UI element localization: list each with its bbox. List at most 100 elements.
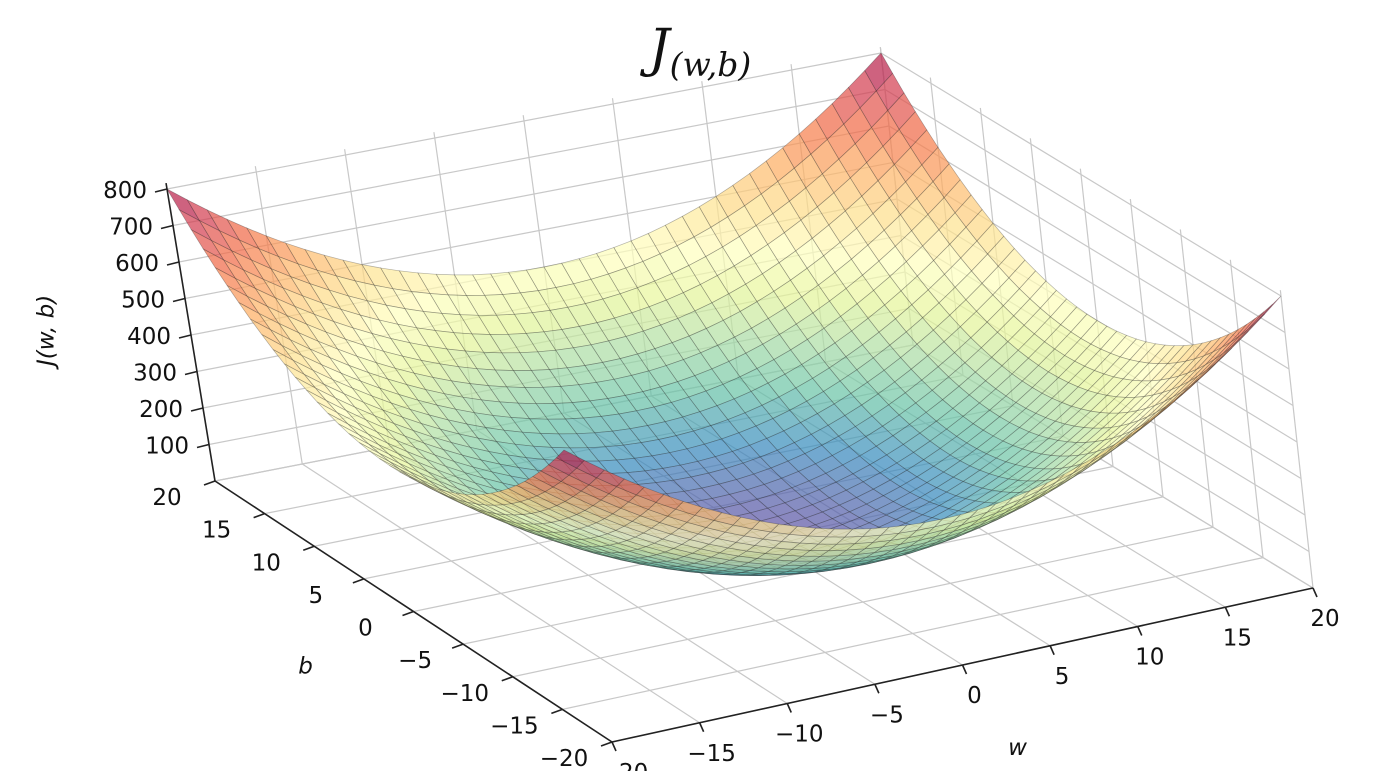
surface-patch: [912, 501, 941, 516]
surface-patch: [821, 435, 850, 456]
surface-patch: [1021, 482, 1048, 499]
surface-patch: [549, 306, 580, 330]
surface-patch: [1011, 357, 1040, 382]
w-tick-label: 5: [1055, 664, 1070, 690]
surface-patch: [851, 317, 880, 346]
surface-patch: [1018, 479, 1047, 493]
surface-patch: [647, 224, 678, 255]
surface-patch: [635, 486, 665, 503]
surface-patch: [770, 460, 800, 479]
surface-patch: [542, 386, 573, 404]
surface-patch: [367, 433, 399, 454]
b-tick-label: 15: [202, 518, 231, 544]
surface-patch: [1070, 313, 1098, 339]
surface-patch: [215, 267, 248, 297]
surface-patch: [933, 243, 962, 275]
surface-patch: [1017, 333, 1046, 359]
z-tick: [160, 224, 174, 230]
surface-patch: [1134, 379, 1162, 398]
surface-patch: [1047, 476, 1074, 493]
surface-patch: [437, 488, 468, 503]
surface-patch: [640, 439, 671, 457]
z-tick-label: 400: [127, 324, 171, 350]
w-tick-label: −5: [870, 702, 904, 728]
surface-patch: [650, 522, 680, 535]
surface-patch: [1131, 415, 1158, 436]
surface-patch: [834, 258, 863, 290]
w-axis-label: w: [1008, 735, 1027, 761]
surface-patch: [983, 491, 1012, 504]
chart-title-subscript: (w,b): [670, 45, 752, 84]
surface-patch: [871, 532, 900, 543]
surface-patch: [514, 443, 546, 460]
surface-patch: [664, 215, 695, 247]
surface-patch: [931, 508, 960, 521]
chart-title: J(w,b): [640, 19, 752, 84]
surface-patch: [1055, 464, 1082, 483]
surface-patch: [985, 365, 1013, 390]
surface-patch: [593, 430, 625, 448]
grid-line: [172, 88, 886, 227]
grid-line: [880, 52, 1282, 297]
surface-patch: [827, 543, 856, 551]
surface-patch: [725, 462, 755, 480]
surface-patch: [894, 230, 924, 263]
surface-patch: [1033, 316, 1062, 343]
surface-patch: [922, 229, 951, 262]
surface-patch: [272, 349, 305, 375]
surface-patch: [664, 416, 695, 436]
surface-patch: [766, 502, 796, 517]
grid-line: [512, 526, 1214, 678]
surface-patch: [486, 511, 516, 524]
surface-patch: [797, 463, 827, 482]
surface-patch: [811, 497, 841, 513]
surface-patch: [1073, 459, 1099, 477]
z-tick-label: 700: [109, 215, 153, 241]
surface-patch: [1106, 435, 1133, 455]
surface-patch: [600, 413, 631, 432]
w-tick: [874, 683, 880, 694]
surface-patch: [808, 472, 837, 491]
surface-patch: [218, 229, 253, 261]
surface-patch: [306, 389, 338, 413]
surface-patch: [716, 398, 746, 421]
w-tick-label: 20: [1310, 606, 1339, 632]
w-tick: [698, 722, 705, 733]
w-tick: [1224, 606, 1231, 617]
surface-patch: [292, 359, 325, 385]
surface-patch: [545, 536, 575, 546]
z-tick: [166, 261, 180, 266]
surface-patch: [1110, 410, 1139, 428]
grid-line: [1279, 290, 1314, 589]
surface-patch: [722, 376, 752, 400]
grid-line: [1229, 259, 1264, 558]
b-tick-label: 5: [309, 583, 324, 609]
surface-patch: [519, 290, 551, 314]
surface-patch: [336, 348, 370, 374]
surface-patch: [1013, 298, 1041, 326]
surface-patch: [905, 245, 935, 277]
surface-patch: [481, 492, 513, 506]
z-tick-label: 600: [115, 251, 159, 277]
surface-patch: [750, 382, 780, 406]
surface-patch: [793, 433, 823, 455]
z-tick: [172, 297, 186, 303]
surface-patch: [889, 529, 918, 541]
z-tick: [178, 334, 192, 339]
b-tick-label: −5: [398, 648, 432, 674]
surface-patch: [954, 194, 983, 228]
surface-patch: [1030, 486, 1057, 503]
surface-patch: [455, 492, 486, 506]
surface-patch: [461, 454, 493, 473]
b-tick: [451, 643, 464, 649]
surface-patch: [1072, 454, 1099, 474]
w-tick: [786, 703, 792, 713]
surface-patch: [735, 473, 765, 491]
surface-patch: [721, 432, 751, 452]
surface-patch: [905, 164, 934, 200]
surface-patch: [991, 341, 1019, 367]
b-tick: [203, 480, 216, 486]
surface-patch: [686, 514, 715, 528]
surface-patch: [544, 486, 574, 502]
surface-patch: [499, 488, 530, 503]
